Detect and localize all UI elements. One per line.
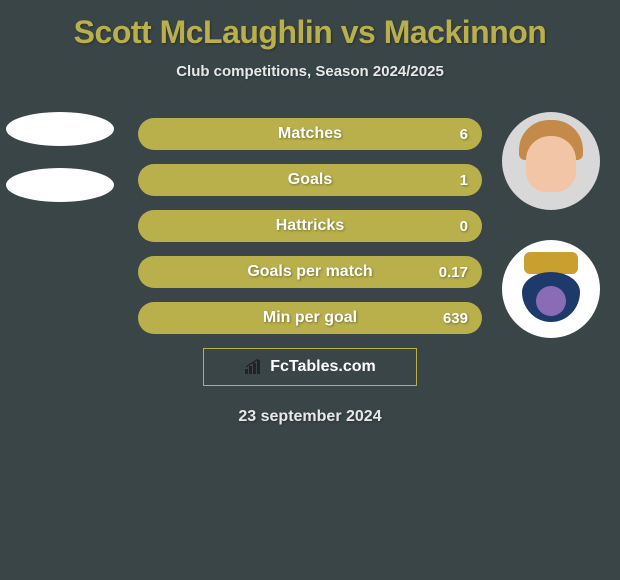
subtitle: Club competitions, Season 2024/2025 bbox=[0, 63, 620, 80]
stat-bars: Matches 6 Goals 1 Hattricks 0 Goals per … bbox=[138, 118, 482, 334]
stat-row-min-per-goal: Min per goal 639 bbox=[138, 302, 482, 334]
right-player-images bbox=[502, 112, 600, 368]
stats-block: Matches 6 Goals 1 Hattricks 0 Goals per … bbox=[0, 118, 620, 334]
stat-label: Min per goal bbox=[263, 309, 357, 327]
stat-row-goals: Goals 1 bbox=[138, 164, 482, 196]
stat-label: Goals bbox=[288, 171, 332, 189]
branding-text: FcTables.com bbox=[270, 358, 376, 376]
branding-badge[interactable]: FcTables.com bbox=[203, 348, 417, 386]
left-player-images bbox=[6, 112, 114, 224]
stat-row-matches: Matches 6 bbox=[138, 118, 482, 150]
stat-label: Goals per match bbox=[247, 263, 372, 281]
stat-right-value: 0.17 bbox=[439, 264, 468, 281]
chart-icon bbox=[244, 359, 264, 375]
stat-right-value: 0 bbox=[460, 218, 468, 235]
club-crest bbox=[502, 240, 600, 338]
player-photo bbox=[502, 112, 600, 210]
page-title: Scott McLaughlin vs Mackinnon bbox=[0, 0, 620, 51]
stat-right-value: 639 bbox=[443, 310, 468, 327]
stat-row-goals-per-match: Goals per match 0.17 bbox=[138, 256, 482, 288]
stat-row-hattricks: Hattricks 0 bbox=[138, 210, 482, 242]
stat-right-value: 1 bbox=[460, 172, 468, 189]
comparison-card: Scott McLaughlin vs Mackinnon Club compe… bbox=[0, 0, 620, 426]
date-label: 23 september 2024 bbox=[0, 408, 620, 426]
stat-right-value: 6 bbox=[460, 126, 468, 143]
player-photo-placeholder bbox=[6, 112, 114, 146]
stat-label: Matches bbox=[278, 125, 342, 143]
club-crest-placeholder bbox=[6, 168, 114, 202]
stat-label: Hattricks bbox=[276, 217, 344, 235]
